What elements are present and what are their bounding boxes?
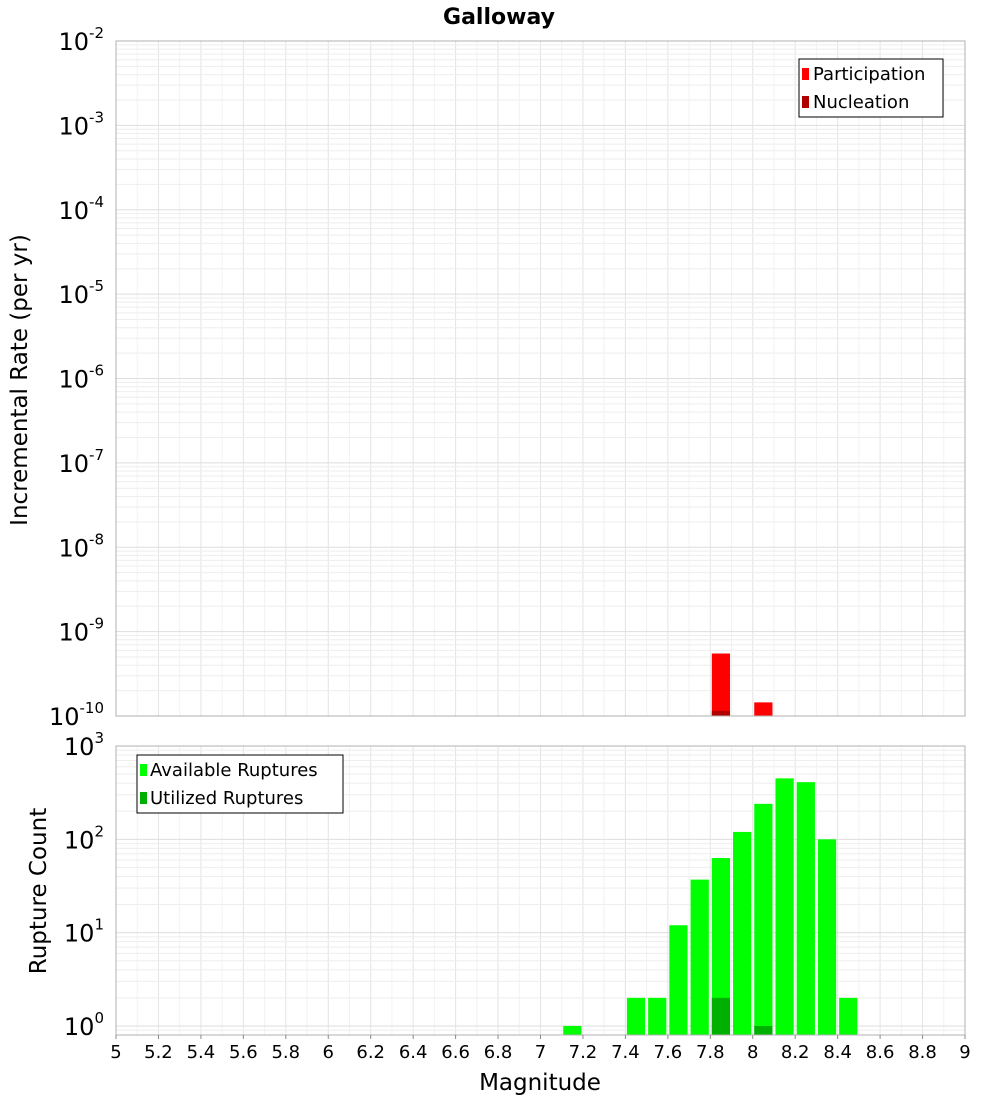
bar-available-ruptures-7.15 <box>563 1025 582 1035</box>
y-tick-label: 102 <box>64 822 104 854</box>
x-tick-label: 8.4 <box>823 1042 852 1063</box>
bar-available-ruptures-8.05 <box>754 803 773 1035</box>
y-tick-label: 10-10 <box>49 699 104 731</box>
legend-swatch-available-ruptures <box>140 764 147 776</box>
bar-available-ruptures-8.15 <box>775 778 794 1035</box>
x-ticks: 5 5.2 5.4 5.6 5.8 6 6.2 6.4 6.6 6.8 7 7.2 7.4 7.6 7.8 8… <box>110 1035 971 1063</box>
bar-nucleation-7.85 <box>711 710 731 716</box>
x-tick-label: 5.6 <box>229 1042 258 1063</box>
y-tick-label: 10-8 <box>58 530 104 562</box>
y-tick-label: 10-2 <box>58 24 104 56</box>
bar-participation-8.05 <box>754 702 773 716</box>
x-tick-label: 9 <box>959 1042 970 1063</box>
legend-label-nucleation: Nucleation <box>813 92 909 113</box>
bar-available-ruptures-8.25 <box>796 782 815 1035</box>
y-tick-label: 100 <box>64 1009 104 1041</box>
x-axis-label: Magnitude <box>479 1070 601 1096</box>
legend-label-available-ruptures: Available Ruptures <box>150 760 318 781</box>
y-tick-label: 10-3 <box>58 108 104 140</box>
top-gridlines <box>115 40 966 717</box>
bar-available-ruptures-7.55 <box>648 997 667 1035</box>
x-tick-label: 6.6 <box>441 1042 470 1063</box>
legend-swatch-nucleation <box>802 96 809 108</box>
x-tick-label: 7.8 <box>696 1042 725 1063</box>
top-legend: Participation Nucleation <box>798 58 944 118</box>
top-legend-box <box>798 58 944 118</box>
legend-label-utilized-ruptures: Utilized Ruptures <box>150 788 303 809</box>
y-tick-label: 10-5 <box>58 277 104 309</box>
bar-available-ruptures-7.45 <box>626 997 646 1035</box>
bar-available-ruptures-7.95 <box>733 831 752 1035</box>
x-tick-label: 7.4 <box>611 1042 640 1063</box>
x-tick-label: 8.6 <box>866 1042 895 1063</box>
y-tick-label: 10-9 <box>58 615 104 647</box>
top-bars <box>711 653 773 716</box>
x-tick-label: 5.4 <box>187 1042 216 1063</box>
bar-available-ruptures-7.85 <box>711 858 731 1035</box>
legend-swatch-utilized-ruptures <box>140 792 147 804</box>
y-tick-label: 103 <box>64 729 104 761</box>
y-tick-label: 10-6 <box>58 362 104 394</box>
x-tick-label: 8 <box>747 1042 758 1063</box>
x-tick-label: 7.2 <box>569 1042 598 1063</box>
bar-participation-7.85 <box>711 653 731 716</box>
legend-label-participation: Participation <box>813 64 925 85</box>
bottom-y-axis-label: Rupture Count <box>26 808 52 974</box>
x-tick-label: 6.8 <box>484 1042 513 1063</box>
y-tick-label: 101 <box>64 916 104 948</box>
x-tick-label: 7 <box>535 1042 546 1063</box>
top-y-ticks: 10-2 10-3 10-4 10-5 10-6 10-7 10-8 10-9 10-10 <box>49 24 104 731</box>
bottom-legend: Available Ruptures Utilized Ruptures <box>136 754 344 814</box>
y-tick-label: 10-4 <box>58 193 104 225</box>
x-tick-label: 6.4 <box>399 1042 428 1063</box>
bottom-bars <box>563 778 858 1035</box>
top-y-axis-label: Incremental Rate (per yr) <box>7 234 33 526</box>
bar-available-ruptures-7.75 <box>690 879 709 1035</box>
x-tick-label: 8.2 <box>781 1042 810 1063</box>
bottom-legend-box <box>136 754 344 814</box>
bottom-y-ticks: 103 102 101 100 <box>64 729 104 1041</box>
chart-title: Galloway <box>443 5 555 30</box>
x-tick-label: 5.2 <box>144 1042 173 1063</box>
x-tick-label: 6 <box>323 1042 334 1063</box>
x-tick-label: 8.8 <box>908 1042 937 1063</box>
bar-available-ruptures-7.65 <box>669 925 688 1035</box>
x-tick-label: 5 <box>110 1042 121 1063</box>
bar-available-ruptures-8.45 <box>839 997 858 1035</box>
bar-available-ruptures-8.35 <box>817 839 837 1035</box>
bar-utilized-ruptures-8.05 <box>754 1025 773 1035</box>
bar-utilized-ruptures-7.85 <box>711 997 731 1035</box>
x-tick-label: 5.8 <box>271 1042 300 1063</box>
x-tick-label: 7.6 <box>654 1042 683 1063</box>
legend-swatch-participation <box>802 68 809 80</box>
top-plot-frame <box>115 40 966 717</box>
x-tick-label: 6.2 <box>356 1042 385 1063</box>
y-tick-label: 10-7 <box>58 446 104 478</box>
